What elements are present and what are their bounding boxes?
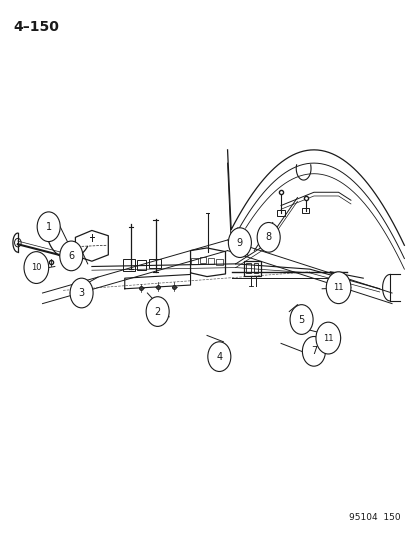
Text: 4–150: 4–150 xyxy=(14,20,59,34)
Circle shape xyxy=(228,228,251,257)
Text: 10: 10 xyxy=(31,263,41,272)
Bar xyxy=(137,260,146,270)
Bar xyxy=(199,257,206,263)
Text: 6: 6 xyxy=(68,251,74,261)
Bar xyxy=(122,259,135,271)
Bar xyxy=(207,258,214,264)
Circle shape xyxy=(256,222,280,252)
Circle shape xyxy=(301,336,325,366)
Circle shape xyxy=(146,297,169,326)
Bar xyxy=(191,258,197,264)
Bar xyxy=(149,259,161,268)
Circle shape xyxy=(24,252,49,284)
Text: 7: 7 xyxy=(310,346,316,357)
Circle shape xyxy=(37,212,60,241)
Text: 1: 1 xyxy=(45,222,52,232)
Circle shape xyxy=(207,342,230,372)
Bar xyxy=(216,259,222,265)
Text: 3: 3 xyxy=(78,288,84,298)
Text: 9: 9 xyxy=(236,238,242,248)
Bar xyxy=(301,208,308,214)
Text: 11: 11 xyxy=(332,283,343,292)
Text: 4: 4 xyxy=(216,352,222,361)
Bar xyxy=(246,263,250,273)
Bar xyxy=(276,210,285,216)
Text: 2: 2 xyxy=(154,306,160,317)
Text: 11: 11 xyxy=(322,334,333,343)
Circle shape xyxy=(290,305,312,334)
Text: 8: 8 xyxy=(265,232,271,243)
Bar xyxy=(254,263,258,273)
Text: 5: 5 xyxy=(298,314,304,325)
Circle shape xyxy=(325,272,350,304)
Text: 95104  150: 95104 150 xyxy=(348,513,399,522)
Circle shape xyxy=(315,322,340,354)
Bar xyxy=(243,261,261,276)
Circle shape xyxy=(70,278,93,308)
Circle shape xyxy=(59,241,83,271)
